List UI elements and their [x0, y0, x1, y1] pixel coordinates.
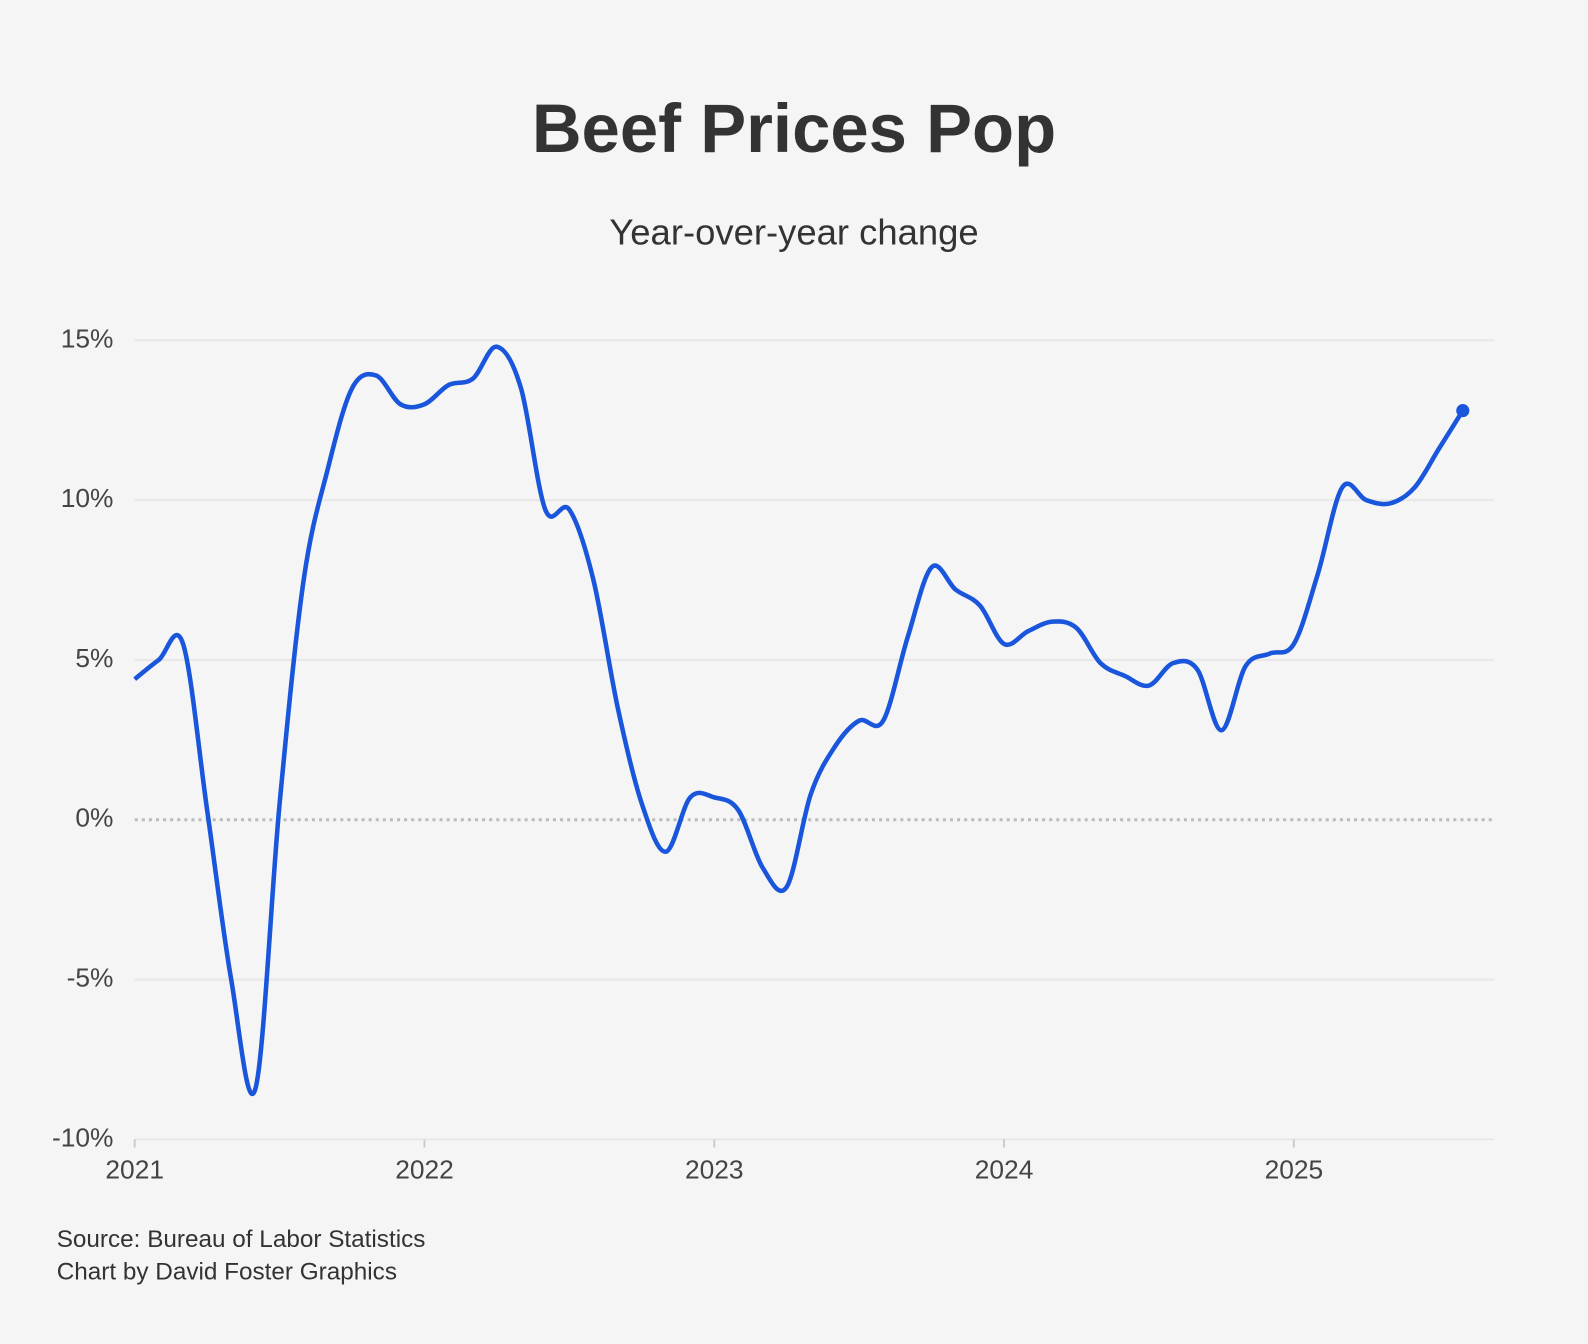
x-tick-label: 2022	[395, 1155, 454, 1185]
source-note: Source: Bureau of Labor Statistics	[57, 1226, 426, 1253]
y-tick-label: 5%	[75, 643, 113, 673]
y-tick-label: 0%	[75, 803, 113, 833]
y-tick-label: -5%	[67, 963, 114, 993]
chart-title: Beef Prices Pop	[532, 90, 1056, 167]
chart-subtitle: Year-over-year change	[609, 212, 978, 253]
x-tick-label: 2025	[1265, 1155, 1324, 1185]
line-series	[133, 344, 1465, 1097]
x-tick-label: 2024	[975, 1155, 1034, 1185]
end-point	[1456, 404, 1470, 418]
x-tick-label: 2023	[685, 1155, 744, 1185]
x-tick-label: 2021	[105, 1155, 164, 1185]
credit-note: Chart by David Foster Graphics	[57, 1258, 397, 1285]
y-tick-label: 10%	[61, 483, 114, 513]
y-tick-label: -10%	[52, 1122, 113, 1152]
y-tick-label: 15%	[61, 323, 114, 353]
